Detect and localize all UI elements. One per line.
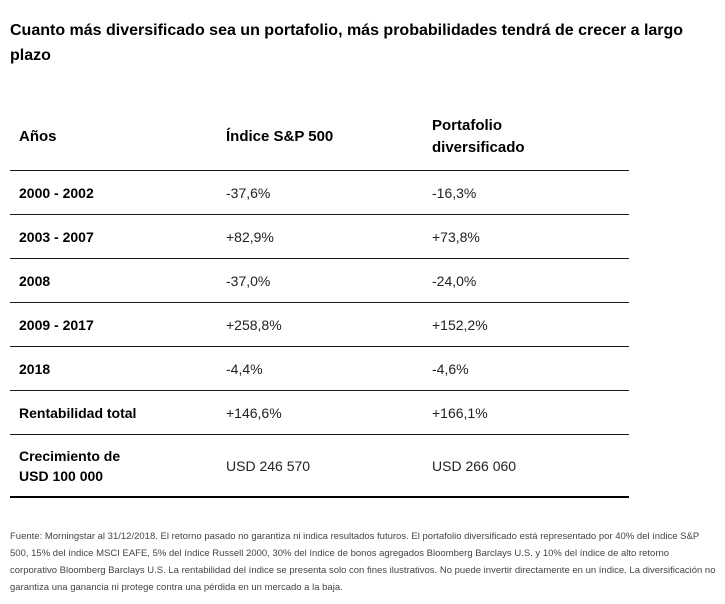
returns-table: Años Índice S&P 500 Portafolio diversifi… [10, 104, 629, 498]
row-sp500-value: -37,0% [226, 272, 271, 289]
row-portfolio-value: +73,8% [432, 228, 480, 245]
table-row: 2008 -37,0% -24,0% [10, 259, 629, 303]
row-portfolio-value: -4,6% [432, 360, 469, 377]
table-row: 2009 - 2017 +258,8% +152,2% [10, 303, 629, 347]
row-portfolio-value: USD 266 060 [432, 457, 517, 474]
header-sp500: Índice S&P 500 [226, 128, 334, 145]
table-row-growth: Crecimiento de USD 100 000 USD 246 570 U… [10, 435, 629, 498]
row-label: Rentabilidad total [19, 404, 137, 421]
table-row: 2018 -4,4% -4,6% [10, 347, 629, 391]
table-row: 2000 - 2002 -37,6% -16,3% [10, 171, 629, 215]
row-sp500-value: USD 246 570 [226, 457, 311, 474]
row-sp500-value: +82,9% [226, 228, 274, 245]
row-portfolio-value: -24,0% [432, 272, 477, 289]
row-sp500-value: -37,6% [226, 184, 271, 201]
row-portfolio-value: -16,3% [432, 184, 477, 201]
table-header-row: Años Índice S&P 500 Portafolio diversifi… [10, 104, 629, 171]
header-years: Años [19, 128, 57, 145]
row-sp500-value: +146,6% [226, 404, 282, 421]
row-label: Crecimiento de USD 100 000 [19, 447, 121, 484]
row-portfolio-value: +166,1% [432, 404, 488, 421]
table-row: 2003 - 2007 +82,9% +73,8% [10, 215, 629, 259]
header-diversified-portfolio: Portafolio diversificado [432, 117, 525, 156]
source-footnote: Fuente: Morningstar al 31/12/2018. El re… [10, 531, 716, 593]
row-portfolio-value: +152,2% [432, 316, 488, 333]
row-period: 2018 [19, 360, 51, 377]
table-row-total-return: Rentabilidad total +146,6% +166,1% [10, 391, 629, 435]
page-title: Cuanto más diversificado sea un portafol… [10, 22, 684, 64]
row-period: 2003 - 2007 [19, 228, 94, 245]
row-period: 2008 [19, 272, 51, 289]
row-sp500-value: -4,4% [226, 360, 263, 377]
row-sp500-value: +258,8% [226, 316, 282, 333]
row-period: 2000 - 2002 [19, 184, 94, 201]
row-period: 2009 - 2017 [19, 316, 94, 333]
